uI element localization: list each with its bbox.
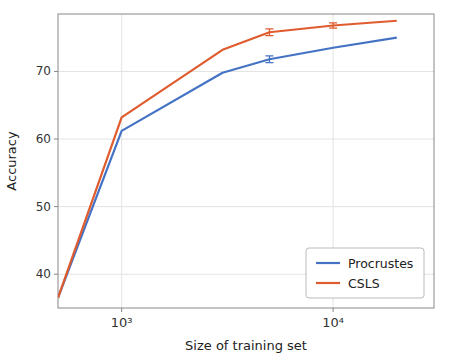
- legend-label: Procrustes: [348, 256, 413, 271]
- axes: 40 50 60 70 10³ 10⁴: [36, 64, 344, 330]
- legend-box: [306, 248, 424, 298]
- x-tick: [333, 308, 334, 312]
- x-tick-label: 10³: [111, 315, 133, 330]
- legend-swatch: [316, 282, 340, 284]
- error-bar: [265, 29, 273, 36]
- y-tick-label: 40: [36, 267, 51, 281]
- y-tick-label: 70: [36, 64, 51, 78]
- y-axis-label: Accuracy: [4, 131, 19, 191]
- y-tick-label: 50: [36, 200, 51, 214]
- plot-frame: [58, 14, 434, 308]
- grid: [58, 14, 434, 308]
- legend-label: CSLS: [348, 276, 380, 291]
- grid-line: [58, 206, 434, 207]
- y-tick-label: 60: [36, 132, 51, 146]
- error-bar: [265, 56, 273, 63]
- grid-line: [58, 71, 434, 72]
- grid-line: [121, 14, 122, 308]
- y-tick: [54, 139, 58, 140]
- error-bar: [329, 23, 337, 28]
- x-axis-label: Size of training set: [185, 338, 307, 353]
- legend: Procrustes CSLS: [306, 248, 424, 298]
- y-tick: [54, 274, 58, 275]
- y-tick: [54, 206, 58, 207]
- legend-swatch: [316, 262, 340, 264]
- x-tick: [121, 308, 122, 312]
- x-tick-label: 10⁴: [322, 315, 344, 330]
- chart: 40 50 60 70 10³ 10⁴ Size of training set Accura…: [0, 0, 450, 360]
- y-tick: [54, 71, 58, 72]
